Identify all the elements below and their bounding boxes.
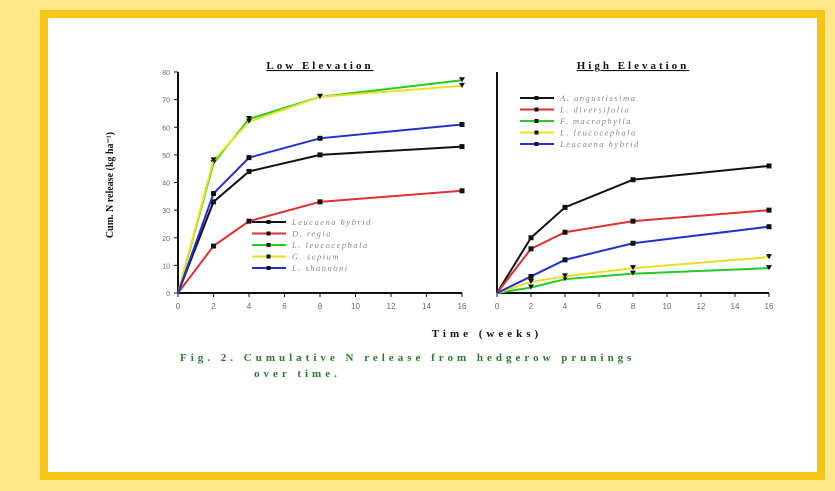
y-axis-label: Cum. N release (kg ha⁻¹) xyxy=(105,132,116,238)
y-tick-label: 60 xyxy=(162,125,170,132)
x-tick-label: 8 xyxy=(318,302,323,311)
x-tick-label: 2 xyxy=(211,302,216,311)
x-tick-label: 0 xyxy=(176,302,181,311)
legend-marker xyxy=(534,130,539,135)
data-point xyxy=(459,77,465,83)
legend-marker xyxy=(266,220,271,224)
data-point xyxy=(766,254,772,260)
x-axis-label: Time (weeks) xyxy=(432,328,542,340)
legend-marker xyxy=(534,107,539,112)
panel-title: Low Elevation xyxy=(266,60,373,72)
legend-marker xyxy=(266,231,271,236)
figure-caption-line-2: over time. xyxy=(254,368,341,380)
legend-label: L. leucocephala xyxy=(559,128,637,138)
x-tick-label: 10 xyxy=(351,302,360,311)
x-tick-label: 4 xyxy=(247,302,252,311)
legend-marker xyxy=(266,254,271,259)
data-point xyxy=(630,240,636,246)
y-tick-label: 50 xyxy=(162,153,170,160)
legend-label: D. regia xyxy=(291,229,332,239)
data-point xyxy=(246,218,252,224)
data-point xyxy=(210,157,217,163)
y-tick-label: 10 xyxy=(162,263,170,270)
legend-label: L. diversifolia xyxy=(559,105,630,115)
data-point xyxy=(246,155,252,161)
x-tick-label: 2 xyxy=(529,302,534,311)
figure-caption-line-1: Fig. 2. Cumulative N release from hedger… xyxy=(180,352,636,364)
y-tick-label: 0 xyxy=(166,291,170,298)
data-point xyxy=(317,93,323,99)
legend-marker xyxy=(534,119,539,123)
data-point xyxy=(630,265,636,271)
data-point xyxy=(317,152,323,158)
legend-marker xyxy=(266,243,271,247)
data-point xyxy=(562,229,568,235)
x-tick-label: 10 xyxy=(663,302,672,311)
data-point xyxy=(766,224,772,230)
x-tick-label: 12 xyxy=(697,302,706,311)
data-point xyxy=(528,235,534,241)
x-tick-label: 8 xyxy=(631,302,636,311)
data-point xyxy=(459,188,465,194)
data-point xyxy=(528,273,534,279)
legend-marker xyxy=(266,266,271,270)
data-point xyxy=(528,284,534,290)
x-tick-label: 6 xyxy=(597,302,602,311)
x-tick-label: 14 xyxy=(422,302,431,311)
data-point xyxy=(317,199,323,205)
y-tick-label: 70 xyxy=(162,98,170,105)
data-point xyxy=(766,207,772,213)
legend-label: Leucaena hybrid xyxy=(291,217,372,227)
data-point xyxy=(630,270,636,276)
data-point xyxy=(630,177,636,183)
data-point xyxy=(766,163,772,169)
legend-label: A. angustissima xyxy=(559,93,636,103)
data-point xyxy=(211,243,216,249)
y-tick-label: 40 xyxy=(162,181,170,188)
x-tick-label: 12 xyxy=(387,302,396,311)
series-line xyxy=(177,84,463,294)
legend-label: Leucaena hybrid xyxy=(559,139,640,149)
x-tick-label: 14 xyxy=(731,302,740,311)
x-tick-label: 16 xyxy=(458,302,467,311)
data-point xyxy=(246,118,252,124)
data-point xyxy=(317,135,323,141)
x-tick-label: 0 xyxy=(495,302,500,311)
x-tick-label: 16 xyxy=(765,302,774,311)
y-tick-label: 20 xyxy=(162,236,170,243)
y-tick-label: 30 xyxy=(162,208,170,215)
data-point xyxy=(562,204,568,210)
high-elevation-panel: 0 2 4 6 8 10 12 14 16 High Elevation A. angustissi… xyxy=(495,60,774,311)
low-elevation-panel: 0 2 4 6 8 10 12 14 16 0 10 20 30 40 50 60 70 80 Low Elevat… xyxy=(162,60,467,311)
data-point xyxy=(528,278,534,284)
data-point xyxy=(528,246,534,252)
data-point xyxy=(459,144,465,150)
x-tick-label: 6 xyxy=(282,302,287,311)
x-tick-label: 4 xyxy=(563,302,568,311)
data-point xyxy=(562,273,568,279)
legend-label: F. macrophylla xyxy=(559,116,632,126)
legend-marker xyxy=(534,142,539,146)
legend-label: L. leucocephala xyxy=(291,240,369,250)
data-point xyxy=(246,115,252,121)
data-point xyxy=(459,82,465,88)
panel-title: High Elevation xyxy=(577,60,690,72)
data-point xyxy=(562,257,568,263)
y-tick-label: 80 xyxy=(162,70,170,77)
legend-marker xyxy=(534,96,539,100)
data-point xyxy=(211,191,216,197)
data-point xyxy=(246,168,252,174)
legend-label: L. shannoni xyxy=(291,263,349,273)
data-point xyxy=(766,265,772,271)
data-point xyxy=(211,199,216,205)
legend-label: G. sepium xyxy=(292,252,340,262)
data-point xyxy=(630,218,636,224)
data-point xyxy=(459,121,465,127)
